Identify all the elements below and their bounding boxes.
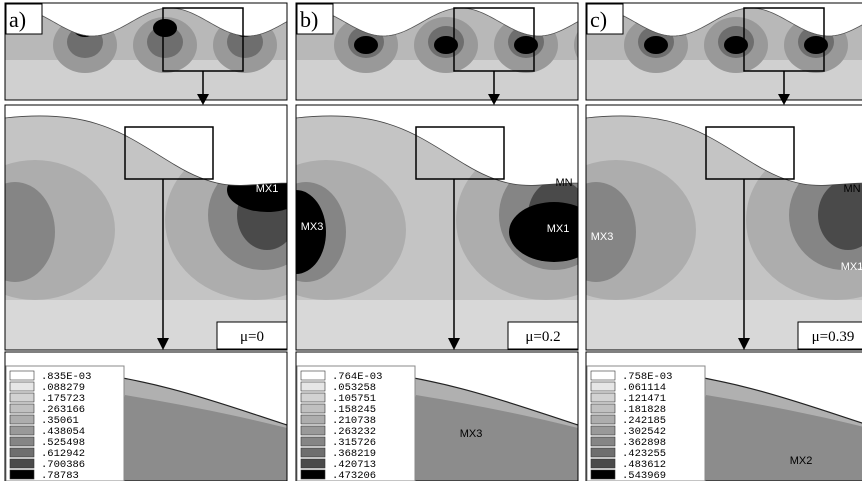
legend-swatch: [301, 404, 325, 413]
legend-swatch: [10, 404, 34, 413]
legend-swatch: [591, 371, 615, 380]
legend-swatch: [591, 448, 615, 457]
legend-swatch: [10, 459, 34, 468]
marker-label: MX2: [790, 455, 813, 467]
zone: [153, 19, 177, 37]
marker-label: MX1: [841, 261, 862, 273]
legend-swatch: [10, 415, 34, 424]
zone: [354, 36, 378, 54]
mid-view: [0, 105, 345, 350]
mu-label: μ=0: [240, 329, 264, 345]
legend-swatch: [10, 371, 34, 380]
marker-label: MX3: [591, 231, 614, 243]
legend-swatch: [591, 415, 615, 424]
marker-label: MN: [843, 183, 860, 195]
legend-swatch: [301, 415, 325, 424]
legend-swatch: [301, 426, 325, 435]
mu-label: μ=0.39: [812, 329, 855, 345]
legend-swatch: [10, 382, 34, 391]
figure: a)MX1μ=0.835E-03.088279.175723.263166.35…: [0, 0, 862, 481]
legend-swatch: [10, 393, 34, 402]
legend-swatch: [301, 382, 325, 391]
zone: [644, 36, 668, 54]
legend-swatch: [301, 393, 325, 402]
marker-label: MX1: [256, 183, 279, 195]
legend-swatch: [10, 437, 34, 446]
legend-value: .473206: [332, 470, 376, 481]
legend-swatch: [591, 404, 615, 413]
legend-swatch: [10, 470, 34, 479]
top-view: [586, 3, 862, 100]
legend-swatch: [591, 437, 615, 446]
legend-swatch: [301, 470, 325, 479]
marker-label: MN: [555, 177, 572, 189]
legend-swatch: [591, 459, 615, 468]
legend-swatch: [591, 393, 615, 402]
mu-label: μ=0.2: [525, 329, 560, 345]
marker-label: MX3: [460, 428, 483, 440]
legend-swatch: [301, 437, 325, 446]
legend-swatch: [10, 426, 34, 435]
panel-label: a): [9, 7, 26, 32]
mid-view: [536, 105, 862, 350]
marker-label: MX1: [547, 223, 570, 235]
marker-label: MX3: [301, 221, 324, 233]
legend-swatch: [301, 371, 325, 380]
legend-swatch: [591, 470, 615, 479]
legend-swatch: [591, 382, 615, 391]
legend-swatch: [10, 448, 34, 457]
legend-swatch: [301, 448, 325, 457]
legend-value: .78783: [41, 470, 79, 481]
legend-swatch: [591, 426, 615, 435]
legend-swatch: [301, 459, 325, 468]
panel-label: c): [590, 7, 607, 32]
legend-value: .543969: [622, 470, 666, 481]
panel-label: b): [300, 7, 318, 32]
